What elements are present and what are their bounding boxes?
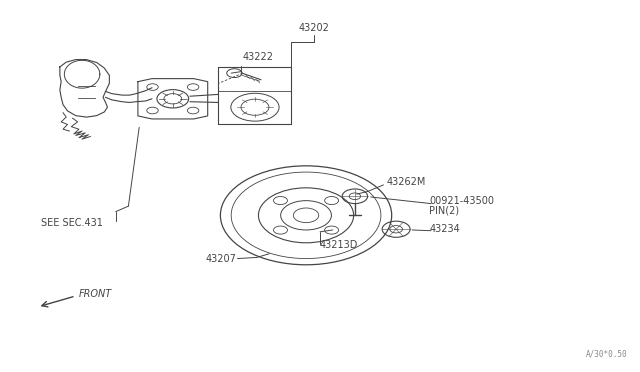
Text: 43222: 43222 xyxy=(243,52,273,62)
Text: 43262M: 43262M xyxy=(387,177,426,187)
Text: A/30*0.50: A/30*0.50 xyxy=(586,349,628,358)
Text: 43234: 43234 xyxy=(429,224,460,234)
Text: 00921-43500: 00921-43500 xyxy=(429,196,494,206)
Text: 43207: 43207 xyxy=(206,254,237,264)
Text: SEE SEC.431: SEE SEC.431 xyxy=(41,218,102,228)
Text: PIN(2): PIN(2) xyxy=(429,206,460,216)
Text: FRONT: FRONT xyxy=(79,289,112,299)
Text: 43213D: 43213D xyxy=(320,240,358,250)
Text: 43202: 43202 xyxy=(298,23,329,33)
